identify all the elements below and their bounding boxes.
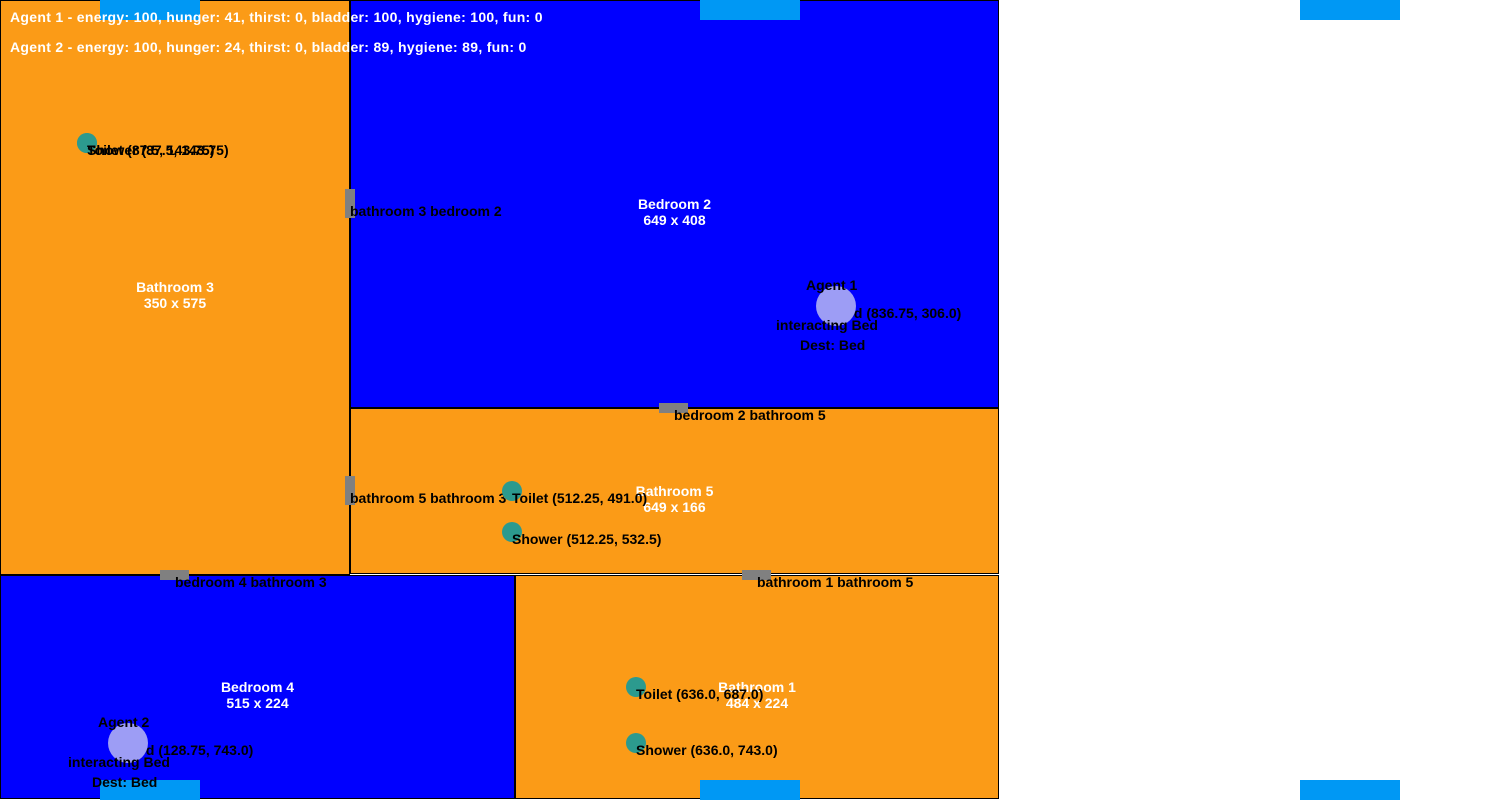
bed-label: Bed (128.75, 743.0) xyxy=(128,742,254,758)
door-bedroom-2-bathroom-5[interactable] xyxy=(659,403,688,413)
agent-2-name: Agent 2 xyxy=(98,714,150,730)
toilet-label: Toilet (512.25, 491.0) xyxy=(512,490,648,506)
edge-tab xyxy=(700,0,800,20)
door-bathroom-5-bathroom-3[interactable] xyxy=(345,476,355,505)
door-bathroom-1-bathroom-5[interactable] xyxy=(742,570,771,580)
agent-1-destination: Dest: Bed xyxy=(800,337,866,353)
shower-icon[interactable] xyxy=(77,133,97,153)
room-size: 515 x 224 xyxy=(226,695,289,711)
agent-2-avatar[interactable] xyxy=(108,723,148,763)
room-bathroom-1-label: Bathroom 1 484 x 224 xyxy=(516,679,998,711)
room-name: Bathroom 3 xyxy=(136,279,214,295)
agent-2-stats: Agent 2 - energy: 100, hunger: 24, thirs… xyxy=(10,39,527,55)
shower-label: Shower (512.25, 532.5) xyxy=(512,531,662,547)
door-label: bathroom 3 bedroom 2 xyxy=(350,203,502,219)
shower-label: Shower (87.5, 143.75) xyxy=(87,142,229,158)
edge-tab xyxy=(700,780,800,800)
bed-label: Bed (836.75, 306.0) xyxy=(836,305,962,321)
room-bedroom-4-label: Bedroom 4 515 x 224 xyxy=(1,679,514,711)
room-bedroom-2: Bedroom 2 649 x 408 xyxy=(350,0,999,408)
door-label: bedroom 4 bathroom 3 xyxy=(175,574,327,590)
agent-1-avatar[interactable] xyxy=(816,286,856,326)
shower-label: Shower (636.0, 743.0) xyxy=(636,742,778,758)
shower-icon[interactable] xyxy=(626,733,646,753)
room-bathroom-5: Bathroom 5 649 x 166 xyxy=(350,408,999,574)
room-bathroom-5-label: Bathroom 5 649 x 166 xyxy=(351,483,998,515)
toilet-label: Toilet (87.5, 143.75) xyxy=(87,142,215,158)
room-bathroom-3-label: Bathroom 3 350 x 575 xyxy=(1,279,349,311)
door-bedroom-4-bathroom-3[interactable] xyxy=(160,570,189,580)
agent-2-action: interacting Bed xyxy=(68,754,170,770)
room-size: 649 x 166 xyxy=(643,499,706,515)
agent-2-destination: Dest: Bed xyxy=(92,774,158,790)
shower-icon[interactable] xyxy=(502,522,522,542)
room-name: Bedroom 2 xyxy=(637,196,712,212)
toilet-icon[interactable] xyxy=(626,677,646,697)
door-label: bathroom 5 bathroom 3 xyxy=(350,490,507,506)
door-label: bathroom 1 bathroom 5 xyxy=(757,574,914,590)
edge-tab xyxy=(100,780,200,800)
edge-tab xyxy=(100,0,200,20)
room-bathroom-1: Bathroom 1 484 x 224 xyxy=(515,575,999,799)
edge-tab xyxy=(1300,780,1400,800)
room-bedroom-2-label: Bedroom 2 649 x 408 xyxy=(351,196,998,228)
room-bathroom-3: Bathroom 3 350 x 575 xyxy=(0,0,350,575)
door-bathroom-3-bedroom-2[interactable] xyxy=(345,189,355,218)
toilet-label: Toilet (636.0, 687.0) xyxy=(636,686,764,702)
room-size: 484 x 224 xyxy=(725,695,789,711)
agent-1-stats: Agent 1 - energy: 100, hunger: 41, thirs… xyxy=(10,9,543,25)
room-name: Bathroom 5 xyxy=(635,483,714,499)
room-size: 350 x 575 xyxy=(143,295,207,311)
edge-tab xyxy=(1300,0,1400,20)
room-name: Bathroom 1 xyxy=(718,679,796,695)
agent-1-action: interacting Bed xyxy=(776,317,878,333)
agent-1-name: Agent 1 xyxy=(806,277,858,293)
room-size: 649 x 408 xyxy=(643,212,706,228)
room-bedroom-4: Bedroom 4 515 x 224 xyxy=(0,575,515,799)
room-name: Bedroom 4 xyxy=(220,679,295,695)
door-label: bedroom 2 bathroom 5 xyxy=(674,407,826,423)
toilet-icon[interactable] xyxy=(502,481,522,501)
